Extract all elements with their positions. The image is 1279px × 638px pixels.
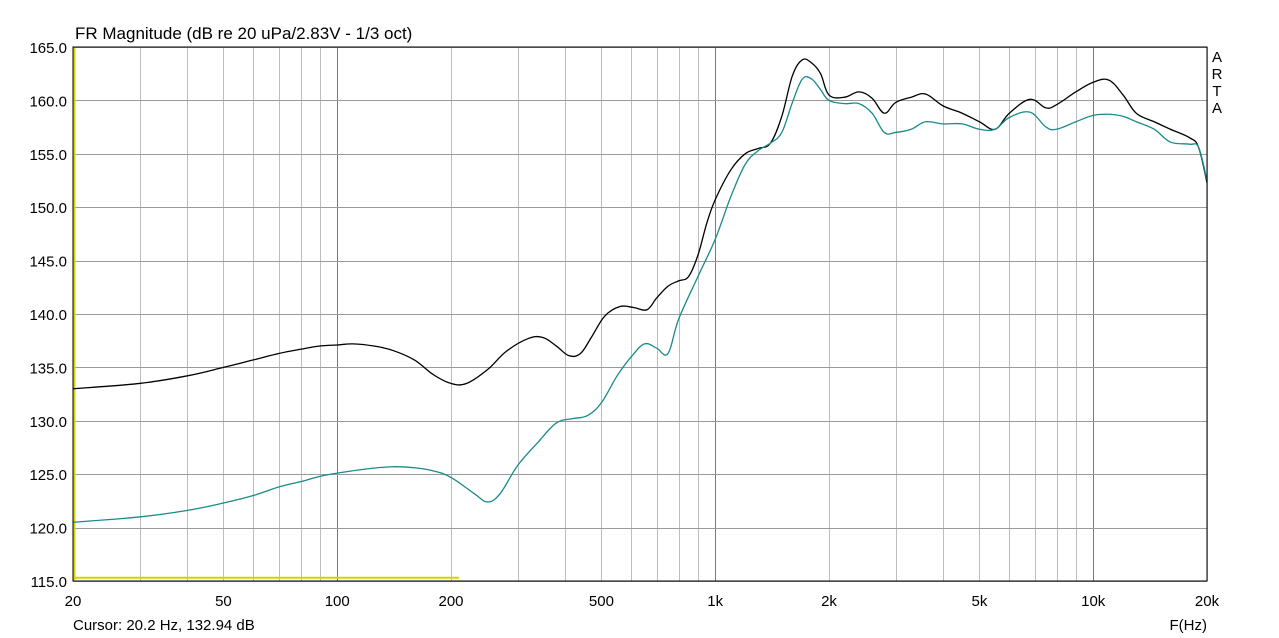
- y-tick-label: 155.0: [29, 147, 67, 164]
- cursor-readout: Cursor: 20.2 Hz, 132.94 dB: [73, 617, 255, 634]
- chart-title: FR Magnitude (dB re 20 uPa/2.83V - 1/3 o…: [75, 24, 412, 43]
- y-tick-labels: 115.0 120.0 125.0 130.0 135.0 140.0 145.0 150.0…: [29, 40, 67, 591]
- brand-letter: R: [1212, 66, 1223, 83]
- x-tick-label: 20: [65, 593, 82, 610]
- y-tick-label: 150.0: [29, 200, 67, 217]
- series-layer: [72, 58, 1208, 523]
- series-line-1: [72, 58, 1208, 390]
- grid: [73, 47, 1208, 582]
- x-tick-label: 50: [215, 593, 232, 610]
- y-tick-label: 145.0: [29, 254, 67, 271]
- y-tick-label: 165.0: [29, 40, 67, 57]
- plot-frame: [72, 46, 1208, 582]
- x-tick-label: 2k: [821, 593, 837, 610]
- brand-letter: A: [1212, 100, 1222, 117]
- y-tick-label: 160.0: [29, 93, 67, 110]
- x-tick-label: 500: [589, 593, 614, 610]
- x-tick-label: 100: [325, 593, 350, 610]
- y-tick-label: 125.0: [29, 467, 67, 484]
- x-tick-labels: 20 50 100 200 500 1k 2k 5k 10k 20k: [65, 593, 1220, 610]
- series-line-2: [72, 76, 1208, 523]
- x-tick-label: 1k: [707, 593, 723, 610]
- y-tick-label: 130.0: [29, 414, 67, 431]
- x-axis-label: F(Hz): [1170, 617, 1208, 634]
- brand-letter: A: [1212, 49, 1222, 66]
- y-tick-label: 115.0: [31, 574, 67, 591]
- x-tick-label: 200: [438, 593, 463, 610]
- marker-layer: [73, 48, 460, 580]
- x-tick-label: 5k: [971, 593, 987, 610]
- y-tick-label: 140.0: [29, 307, 67, 324]
- x-tick-label: 20k: [1195, 593, 1220, 610]
- x-tick-label: 10k: [1081, 593, 1106, 610]
- brand-letter: T: [1212, 83, 1221, 100]
- y-tick-label: 120.0: [29, 521, 67, 538]
- y-tick-label: 135.0: [29, 360, 67, 377]
